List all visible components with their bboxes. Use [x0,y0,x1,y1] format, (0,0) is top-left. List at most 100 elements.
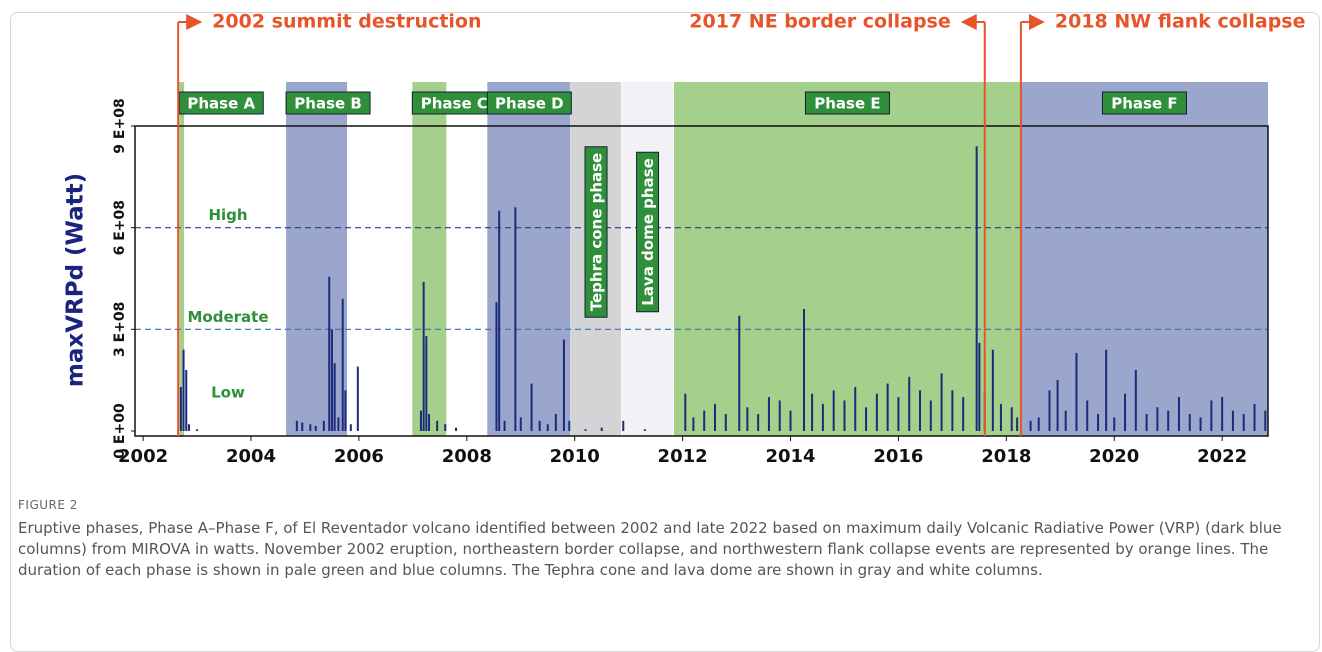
vrp-bar [1113,417,1116,431]
plot-frame [134,125,1269,437]
vrp-bar [821,403,824,431]
vrp-bar [1156,407,1159,431]
vrp-bar [514,207,517,431]
vrp-bar [692,417,695,431]
vrp-bar [498,210,501,431]
vrp-bar [309,424,312,431]
x-tick-label: 2020 [1089,446,1139,467]
vrp-bar [562,339,565,431]
vrp-bar [1242,414,1245,431]
vrp-bar [349,424,352,431]
y-tick-label: 0 E+00 [112,403,128,459]
phase-label-group: Lava dome phase [636,151,660,313]
vrp-bar [1105,349,1108,431]
vrp-bar [778,400,781,431]
x-tick-label: 2006 [334,446,384,467]
vrp-bar [600,427,603,431]
phase-label-group: Tephra cone phase [584,146,608,318]
event-label: 2018 NW flank collapse [1055,11,1306,33]
phase-region [487,82,571,436]
x-tick-label: 2010 [550,446,600,467]
figure-label: FIGURE 2 [18,498,78,512]
vrp-bar [568,420,571,431]
event-label: 2017 NE border collapse [689,11,950,33]
vrp-bar [789,410,792,431]
vrp-bar [832,390,835,431]
vrp-bar [757,414,760,431]
y-tick-label: 3 E+08 [112,302,128,357]
phase-label: Tephra cone phase [588,153,606,311]
vrp-bar [1075,353,1078,431]
phase-region [286,82,348,436]
vrp-bar [908,376,911,431]
vrp-bar [1221,397,1224,431]
vrp-bar [854,386,857,431]
vrp-bar [1264,410,1267,431]
vrp-bar [495,302,498,431]
phase-label-group: Phase B [285,91,371,115]
vrp-bar [322,420,325,431]
vrp-bar [875,393,878,431]
vrp-bar [713,403,716,431]
vrp-bar [425,336,428,431]
vrp-bar [503,420,506,431]
x-tick-label: 2014 [765,446,815,467]
phase-label-box [804,91,890,115]
phase-label-group: Phase F [1101,91,1187,115]
phase-region [1020,82,1268,436]
vrp-bar [803,309,806,431]
vrp-bar [1010,407,1013,431]
vrp-bar [1064,410,1067,431]
chart: High Moderate Low Phase A Phase B Phase C Phas… [63,11,1306,468]
vrp-bar [962,397,965,431]
vrp-bar [1188,414,1191,431]
threshold-label: Moderate [187,308,268,326]
vrp-bar [951,390,954,431]
vrp-bar [643,429,646,431]
vrp-bar [1134,370,1137,431]
y-axis-title: maxVRPd (Watt) [63,173,89,387]
vrp-bar [897,397,900,431]
phase-region [673,82,1021,436]
vrp-bar [546,424,549,431]
vrp-bar [341,298,344,431]
vrp-bar [1231,410,1234,431]
phase-label-group: Phase A [178,91,264,115]
phase-label: Phase F [1111,95,1177,113]
phase-label: Lava dome phase [639,158,657,306]
vrp-bar [622,420,625,431]
zone-label: Low [211,384,245,402]
vrp-bar [865,407,868,431]
phase-label: Phase A [187,95,255,113]
phase-label: Phase E [814,95,880,113]
vrp-bar [1124,393,1127,431]
event-label: 2002 summit destruction [212,11,481,33]
vrp-bar [991,349,994,431]
vrp-bar [1145,414,1148,431]
vrp-bar [444,424,447,431]
vrp-bar [356,366,359,431]
figure-caption: Eruptive phases, Phase A–Phase F, of El … [18,519,1282,579]
phase-label: Phase B [294,95,362,113]
x-tick-label: 2022 [1197,446,1247,467]
phase-label-box [178,91,264,115]
vrp-bar [703,410,706,431]
vrp-bar [940,373,943,431]
vrp-bar [314,425,317,431]
phase-label: Phase D [495,95,564,113]
vrp-bar [328,276,331,431]
vrp-bar [843,400,846,431]
vrp-bar [436,420,439,431]
vrp-bar [554,414,557,431]
vrp-bar [929,400,932,431]
vrp-bar [1210,400,1213,431]
vrp-bar [1097,414,1100,431]
vrp-bar [422,281,425,431]
vrp-bar [724,414,727,431]
vrp-bar [1253,403,1256,431]
x-tick-label: 2008 [442,446,492,467]
vrp-bar [333,363,336,431]
phase-label-group: Phase D [486,91,572,115]
y-tick-label: 9 E+08 [112,98,128,153]
phase-label: Phase C [421,95,488,113]
